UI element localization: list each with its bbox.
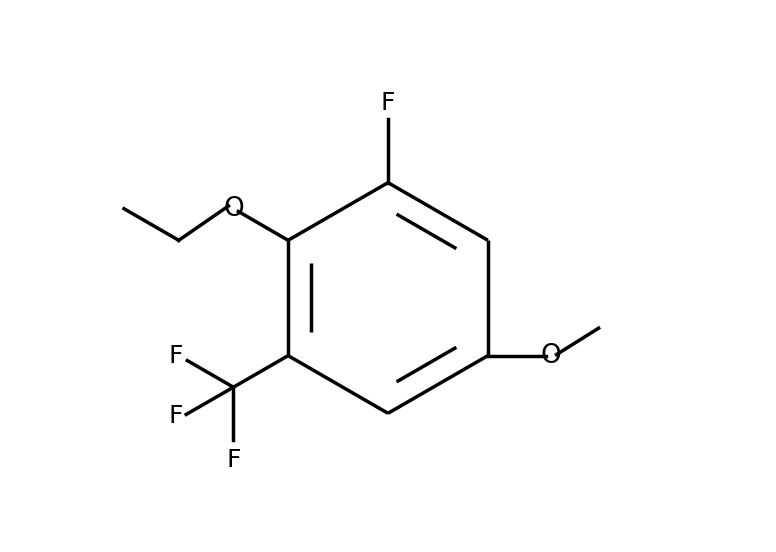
Text: F: F xyxy=(226,448,241,471)
Text: F: F xyxy=(169,344,183,368)
Text: F: F xyxy=(169,404,183,428)
Text: O: O xyxy=(541,343,561,369)
Text: O: O xyxy=(223,196,244,222)
Text: F: F xyxy=(381,91,395,115)
